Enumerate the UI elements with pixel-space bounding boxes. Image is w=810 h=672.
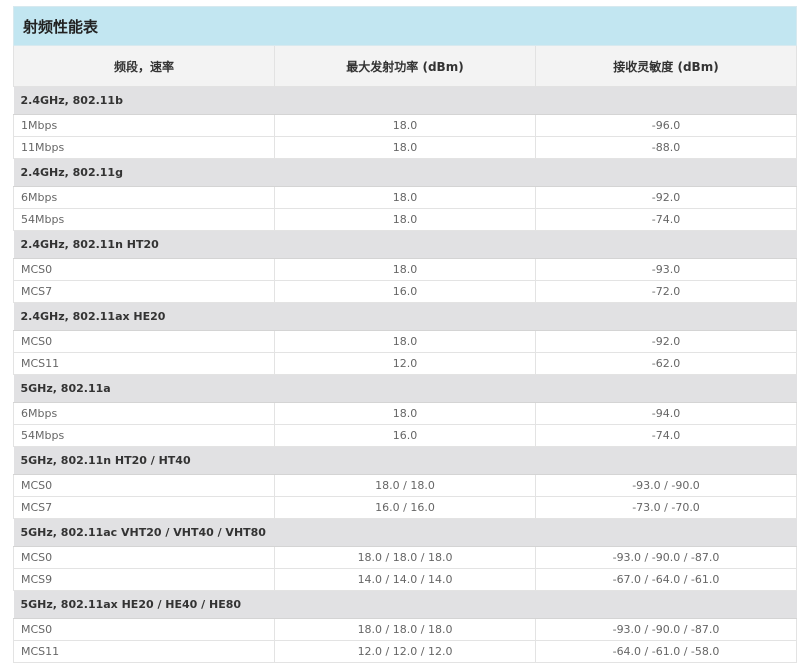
rate-cell: MCS0 (13, 546, 275, 569)
rate-cell: MCS9 (13, 568, 275, 591)
tx-power-cell: 18.0 (274, 330, 536, 353)
table-row: MCS7 16.0 -72.0 (13, 280, 797, 303)
rate-cell: MCS7 (13, 280, 275, 303)
rate-cell: MCS0 (13, 618, 275, 641)
tx-power-cell: 16.0 / 16.0 (274, 496, 536, 519)
table-row: MCS7 16.0 / 16.0 -73.0 / -70.0 (13, 496, 797, 519)
rf-performance-table: 射频性能表 频段，速率 最大发射功率 (dBm) 接收灵敏度 (dBm) 2.4… (13, 6, 797, 663)
group-row: 5GHz, 802.11n HT20 / HT40 (13, 446, 797, 475)
rx-sensitivity-cell: -62.0 (535, 352, 797, 375)
table-row: MCS0 18.0 -93.0 (13, 258, 797, 281)
rx-sensitivity-cell: -88.0 (535, 136, 797, 159)
rx-sensitivity-cell: -67.0 / -64.0 / -61.0 (535, 568, 797, 591)
header-rx-sensitivity: 接收灵敏度 (dBm) (535, 45, 797, 87)
tx-power-cell: 16.0 (274, 424, 536, 447)
tx-power-cell: 18.0 / 18.0 / 18.0 (274, 546, 536, 569)
group-label: 5GHz, 802.11a (13, 374, 797, 403)
table-row: MCS0 18.0 / 18.0 -93.0 / -90.0 (13, 474, 797, 497)
group-row: 5GHz, 802.11ax HE20 / HE40 / HE80 (13, 590, 797, 619)
rate-cell: MCS0 (13, 330, 275, 353)
tx-power-cell: 18.0 / 18.0 / 18.0 (274, 618, 536, 641)
tx-power-cell: 18.0 / 18.0 (274, 474, 536, 497)
rate-cell: 11Mbps (13, 136, 275, 159)
rx-sensitivity-cell: -93.0 (535, 258, 797, 281)
table-row: 11Mbps 18.0 -88.0 (13, 136, 797, 159)
rate-cell: 6Mbps (13, 402, 275, 425)
header-band-rate: 频段，速率 (13, 45, 275, 87)
group-label: 5GHz, 802.11n HT20 / HT40 (13, 446, 797, 475)
tx-power-cell: 18.0 (274, 402, 536, 425)
rx-sensitivity-cell: -73.0 / -70.0 (535, 496, 797, 519)
tx-power-cell: 12.0 / 12.0 / 12.0 (274, 640, 536, 663)
rx-sensitivity-cell: -72.0 (535, 280, 797, 303)
tx-power-cell: 18.0 (274, 136, 536, 159)
rate-cell: MCS11 (13, 352, 275, 375)
table-row: MCS9 14.0 / 14.0 / 14.0 -67.0 / -64.0 / -6… (13, 568, 797, 591)
rate-cell: MCS7 (13, 496, 275, 519)
tx-power-cell: 18.0 (274, 258, 536, 281)
table-title: 射频性能表 (13, 6, 797, 46)
rx-sensitivity-cell: -92.0 (535, 330, 797, 353)
group-label: 2.4GHz, 802.11ax HE20 (13, 302, 797, 331)
rx-sensitivity-cell: -93.0 / -90.0 / -87.0 (535, 618, 797, 641)
rx-sensitivity-cell: -74.0 (535, 208, 797, 231)
rx-sensitivity-cell: -96.0 (535, 114, 797, 137)
table-row: MCS0 18.0 / 18.0 / 18.0 -93.0 / -90.0 / -8… (13, 546, 797, 569)
rf-performance-table-container: 射频性能表 频段，速率 最大发射功率 (dBm) 接收灵敏度 (dBm) 2.4… (13, 6, 797, 663)
group-label: 5GHz, 802.11ac VHT20 / VHT40 / VHT80 (13, 518, 797, 547)
rate-cell: 54Mbps (13, 208, 275, 231)
group-label: 2.4GHz, 802.11g (13, 158, 797, 187)
group-label: 2.4GHz, 802.11b (13, 86, 797, 115)
table-row: 1Mbps 18.0 -96.0 (13, 114, 797, 137)
table-row: 54Mbps 16.0 -74.0 (13, 424, 797, 447)
group-row: 2.4GHz, 802.11ax HE20 (13, 302, 797, 331)
table-row: MCS0 18.0 / 18.0 / 18.0 -93.0 / -90.0 / -8… (13, 618, 797, 641)
rx-sensitivity-cell: -64.0 / -61.0 / -58.0 (535, 640, 797, 663)
rate-cell: 1Mbps (13, 114, 275, 137)
group-row: 2.4GHz, 802.11b (13, 86, 797, 115)
tx-power-cell: 16.0 (274, 280, 536, 303)
group-row: 2.4GHz, 802.11n HT20 (13, 230, 797, 259)
group-row: 2.4GHz, 802.11g (13, 158, 797, 187)
rx-sensitivity-cell: -93.0 / -90.0 (535, 474, 797, 497)
rate-cell: 6Mbps (13, 186, 275, 209)
group-row: 5GHz, 802.11ac VHT20 / VHT40 / VHT80 (13, 518, 797, 547)
rx-sensitivity-cell: -93.0 / -90.0 / -87.0 (535, 546, 797, 569)
table-row: MCS0 18.0 -92.0 (13, 330, 797, 353)
rate-cell: MCS11 (13, 640, 275, 663)
table-row: 6Mbps 18.0 -92.0 (13, 186, 797, 209)
tx-power-cell: 18.0 (274, 208, 536, 231)
tx-power-cell: 18.0 (274, 114, 536, 137)
header-max-tx-power: 最大发射功率 (dBm) (274, 45, 536, 87)
rate-cell: 54Mbps (13, 424, 275, 447)
rate-cell: MCS0 (13, 474, 275, 497)
rx-sensitivity-cell: -74.0 (535, 424, 797, 447)
tx-power-cell: 14.0 / 14.0 / 14.0 (274, 568, 536, 591)
table-row: MCS11 12.0 -62.0 (13, 352, 797, 375)
rx-sensitivity-cell: -92.0 (535, 186, 797, 209)
rate-cell: MCS0 (13, 258, 275, 281)
table-row: MCS11 12.0 / 12.0 / 12.0 -64.0 / -61.0 / -… (13, 640, 797, 663)
tx-power-cell: 12.0 (274, 352, 536, 375)
group-row: 5GHz, 802.11a (13, 374, 797, 403)
tx-power-cell: 18.0 (274, 186, 536, 209)
group-label: 2.4GHz, 802.11n HT20 (13, 230, 797, 259)
group-label: 5GHz, 802.11ax HE20 / HE40 / HE80 (13, 590, 797, 619)
table-row: 54Mbps 18.0 -74.0 (13, 208, 797, 231)
table-row: 6Mbps 18.0 -94.0 (13, 402, 797, 425)
rx-sensitivity-cell: -94.0 (535, 402, 797, 425)
